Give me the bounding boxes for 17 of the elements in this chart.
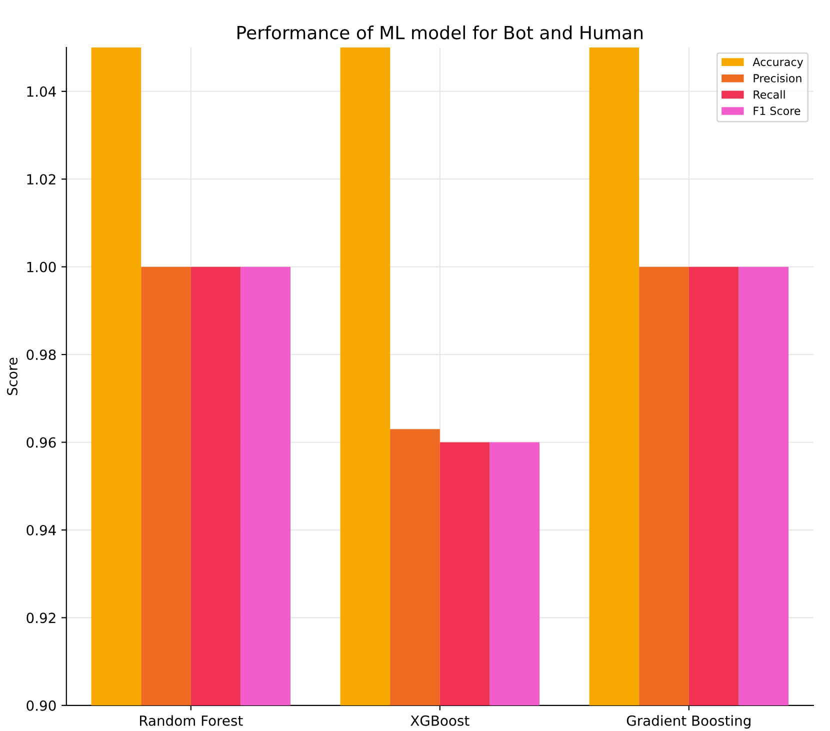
- legend-label: Precision: [754, 74, 802, 82]
- y-tick-label: 1.04: [27, 86, 56, 97]
- legend-label: Accuracy: [752, 58, 804, 68]
- x-tick-label: XGBoost: [410, 715, 470, 726]
- y-tick-label: 1.02: [27, 174, 56, 185]
- legend-label: F1 Score: [754, 106, 800, 116]
- chart-title: Performance of ML model for Bot and Human: [238, 25, 642, 40]
- y-tick-label: 0.90: [26, 700, 56, 711]
- y-tick-label: 0.96: [26, 437, 56, 448]
- x-tick-label: Gradient Boosting: [626, 715, 750, 729]
- y-tick-label: 0.98: [26, 350, 56, 360]
- y-tick-label: 0.92: [26, 612, 56, 624]
- legend-label: Recall: [754, 90, 785, 99]
- x-tick-label: Random Forest: [140, 715, 243, 726]
- y-tick-label: 0.94: [26, 524, 56, 536]
- y-axis-title: Score: [7, 358, 18, 395]
- y-tick-label: 1.00: [27, 262, 56, 272]
